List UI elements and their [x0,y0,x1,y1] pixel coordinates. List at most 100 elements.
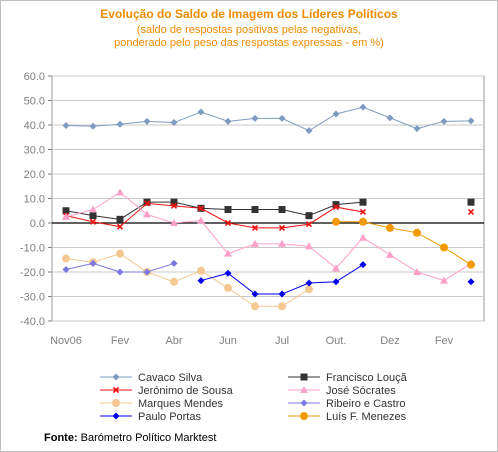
data-point [224,117,232,125]
y-tick-label: 60.0 [24,71,45,83]
data-point [359,103,367,111]
data-point [467,198,475,206]
legend-item: Luís F. Menezes [288,411,407,423]
legend-label: Marques Mendes [138,398,223,410]
y-axis-ticks: 60.0 50.0 40.0 30.0 20.0 10.0 0.0 -10.0 -20.0 -30… [20,71,52,328]
data-point [305,285,313,294]
y-tick-label: -30.0 [20,292,45,304]
legend-label: Cavaco Silva [138,372,203,384]
series-cavaco-silva [62,103,475,135]
legend-label: Francisco Louçã [326,372,408,384]
data-point [413,228,421,237]
chart-subtitle-line-2: ponderado pelo peso das respostas expres… [114,37,384,49]
data-point [170,198,178,206]
series-layer [62,103,475,311]
data-point [116,249,124,258]
data-point [224,269,232,277]
data-point [170,202,178,209]
data-point [305,127,313,135]
legend-marker [112,386,120,394]
legend-marker [300,373,308,381]
data-point [305,212,313,220]
data-point [386,114,394,122]
data-point [170,259,178,267]
legend-marker [300,386,308,393]
data-point [332,278,340,286]
source-label: Fonte: [44,432,78,444]
data-point [251,114,259,122]
x-tick-label: Fev [111,335,130,347]
legend-label: Ribeiro e Castro [326,398,405,410]
data-point [116,120,124,128]
data-point [305,242,313,250]
data-point [467,278,475,286]
data-point [278,114,286,122]
y-tick-label: -10.0 [20,243,45,255]
data-point [467,117,475,125]
data-point [359,198,367,206]
data-point [170,219,178,226]
y-tick-label: 10.0 [24,194,45,206]
x-axis-ticks: Nov06 Fev Abr Jun Jul Out. Dez Fev [50,335,454,347]
data-point [197,216,205,224]
data-point [278,224,286,231]
data-point [224,249,232,257]
data-point [251,206,259,214]
data-point [251,290,259,298]
data-point [143,200,151,207]
series-line [65,201,364,220]
data-point [251,224,259,231]
data-point [332,201,340,209]
legend-marker [300,412,308,420]
x-tick-label: Nov06 [50,335,82,347]
data-point [359,217,367,226]
data-point [143,117,151,125]
data-point [251,239,259,247]
legend-item: Ribeiro e Castro [288,398,405,410]
data-point [143,268,151,276]
legend-item: Francisco Louçã [288,372,408,384]
data-point [278,302,286,311]
data-point [62,212,70,220]
data-point [413,125,421,133]
data-point [332,264,340,272]
data-point [116,268,124,276]
source-note: Fonte: Barómetro Político Marktest [44,432,216,444]
data-point [116,215,124,223]
data-point [143,198,151,206]
data-point [89,122,97,130]
legend-item: Cavaco Silva [100,372,203,384]
data-point [62,266,70,274]
data-point [278,239,286,247]
data-point [170,277,178,286]
y-tick-label: 50.0 [24,96,45,108]
data-point [116,223,124,230]
series-paulo-portas [197,261,475,298]
data-point [197,205,205,212]
data-point [116,188,124,196]
y-tick-label: 20.0 [24,169,45,181]
chart-title: Evolução do Saldo de Imagem dos Líderes … [100,7,398,21]
data-point [224,283,232,292]
y-tick-label: 30.0 [24,145,45,157]
data-point [251,302,259,311]
data-point [305,279,313,287]
data-point [224,219,232,227]
data-point [332,217,340,226]
data-point [413,268,421,275]
data-point [386,250,394,258]
legend-marker [300,399,308,407]
legend-item: José Sócrates [288,385,396,397]
data-point [170,119,178,127]
chart-subtitle-line-1: (saldo de respostas positivas pelas nega… [137,24,361,36]
data-point [89,259,97,267]
data-point [332,204,340,211]
legend-item: Marques Mendes [100,398,223,410]
data-point [62,207,70,215]
data-point [197,266,205,275]
y-tick-label: -40.0 [20,316,45,328]
y-tick-label: -20.0 [20,267,45,279]
x-tick-label: Out. [326,335,347,347]
data-point [89,205,97,213]
